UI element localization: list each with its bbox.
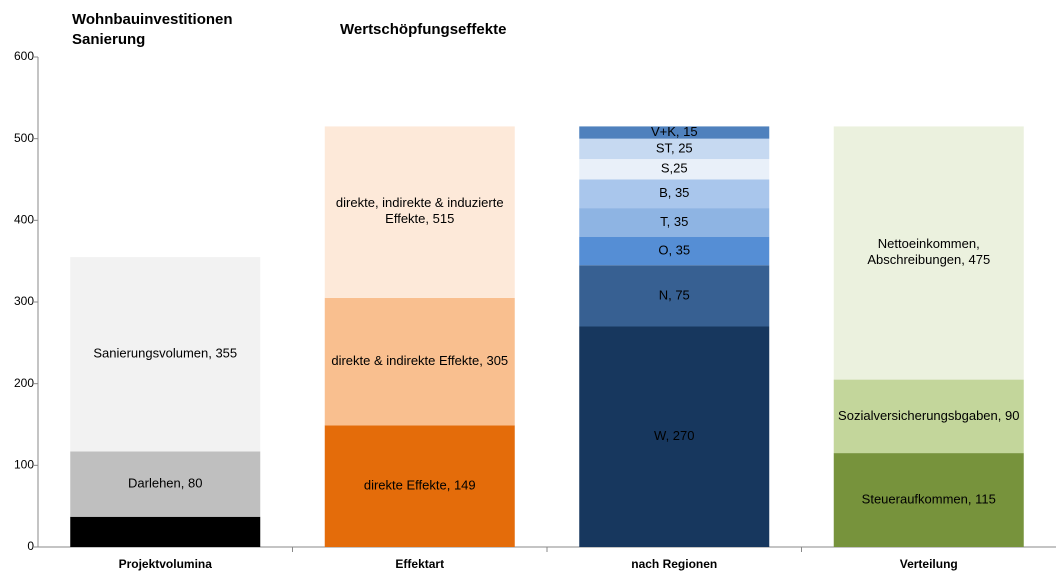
data-label: N, 75	[659, 287, 690, 302]
data-label: W, 270	[654, 428, 694, 443]
data-label: ST, 25	[656, 140, 693, 155]
data-label: T, 35	[660, 214, 688, 229]
x-tick-label: Projektvolumina	[119, 557, 213, 571]
data-label: Darlehen, 80	[128, 476, 202, 491]
bar-segment	[324, 425, 515, 547]
bar-segment	[324, 126, 515, 298]
data-label: S,25	[661, 161, 688, 176]
x-tick-label: Effektart	[395, 557, 444, 571]
data-label: B, 35	[659, 185, 689, 200]
y-tick-label: 300	[14, 294, 34, 308]
data-label: Nettoeinkommen, Abschreibungen, 475	[867, 236, 990, 267]
bar-segment	[579, 179, 770, 209]
data-label: Sanierungsvolumen, 355	[93, 346, 237, 361]
data-label: direkte, indirekte & induzierte Effekte, …	[336, 196, 504, 227]
bar-segment	[579, 138, 770, 160]
x-tick-label: nach Regionen	[631, 557, 717, 571]
data-label: V+K, 15	[651, 124, 698, 139]
bar-segment	[579, 265, 770, 327]
data-label: Sozialversicherungsbgaben, 90	[838, 408, 1019, 423]
bar-segment	[70, 516, 261, 547]
bar-segment	[579, 326, 770, 547]
bar-segment	[579, 159, 770, 180]
data-label: O, 35	[658, 242, 690, 257]
y-tick-label: 200	[14, 376, 34, 390]
bar-segment	[833, 126, 1024, 380]
x-tick-label: Verteilung	[900, 557, 958, 571]
bar-segment	[833, 379, 1024, 454]
y-tick-label: 100	[14, 458, 34, 472]
bar-segment	[70, 451, 261, 517]
y-tick-label: 400	[14, 213, 34, 227]
bar-segment	[579, 208, 770, 237]
bar-segment	[579, 126, 770, 139]
y-tick-label: 600	[14, 49, 34, 63]
data-label: Zuschuss, 37	[127, 523, 204, 538]
data-label: direkte & indirekte Effekte, 305	[331, 353, 508, 368]
data-label: Steueraufkommen, 115	[862, 491, 996, 506]
y-tick-label: 500	[14, 131, 34, 145]
bar-segment	[579, 236, 770, 266]
bar-segment	[833, 453, 1024, 547]
y-tick-label: 0	[27, 539, 34, 553]
chart-title: Wertschöpfungseffekte	[340, 21, 506, 38]
bar-segment	[324, 297, 515, 426]
data-label: direkte Effekte, 149	[364, 478, 476, 493]
chart-title-left: Wohnbauinvestitionen Sanierung	[72, 11, 233, 48]
bar-segment	[70, 257, 261, 452]
